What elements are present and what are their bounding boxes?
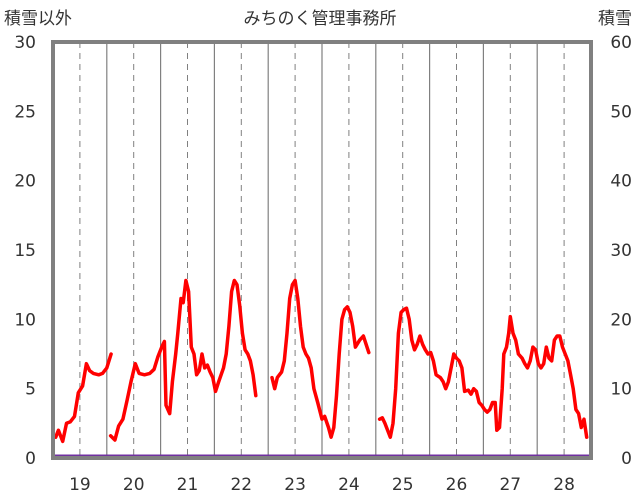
y-right-tick-label: 60	[610, 33, 632, 53]
y-right-tick-label: 50	[610, 102, 632, 122]
y-left-tick-label: 15	[14, 241, 36, 261]
y-left-tick-label: 30	[14, 33, 36, 53]
y-left-tick-label: 20	[14, 172, 36, 192]
x-tick-label: 23	[284, 475, 306, 495]
y-right-tick-label: 40	[610, 172, 632, 192]
ticks-layer: 19 20 21 22 23 24 25 26 27 28 0 5 10 15 20 25 30 0 10 20 30 4…	[14, 33, 632, 495]
y-right-tick-label: 30	[610, 241, 632, 261]
x-tick-label: 25	[392, 475, 414, 495]
x-tick-label: 24	[338, 475, 360, 495]
x-tick-label: 20	[123, 475, 145, 495]
y-left-tick-label: 5	[25, 380, 36, 400]
y-left-tick-label: 25	[14, 102, 36, 122]
y-left-tick-label: 10	[14, 310, 36, 330]
x-tick-label: 28	[553, 475, 575, 495]
right-axis-title: 積雪	[598, 9, 632, 29]
x-tick-label: 22	[230, 475, 252, 495]
x-tick-label: 21	[177, 475, 199, 495]
x-tick-label: 27	[499, 475, 521, 495]
series-line-segment	[108, 278, 258, 442]
grid-layer	[79, 42, 565, 458]
y-right-tick-label: 0	[621, 449, 632, 469]
series-line-segment	[270, 278, 371, 439]
y-right-tick-label: 10	[610, 380, 632, 400]
y-right-tick-label: 20	[610, 310, 632, 330]
plot-frame	[51, 40, 593, 460]
y-left-tick-label: 0	[25, 449, 36, 469]
x-tick-label: 19	[69, 475, 91, 495]
series-line-segment	[53, 352, 113, 444]
x-tick-label: 26	[446, 475, 468, 495]
left-axis-title: 積雪以外	[4, 9, 72, 29]
series-line-segment	[377, 306, 589, 439]
chart-title: みちのく管理事務所	[244, 9, 397, 29]
